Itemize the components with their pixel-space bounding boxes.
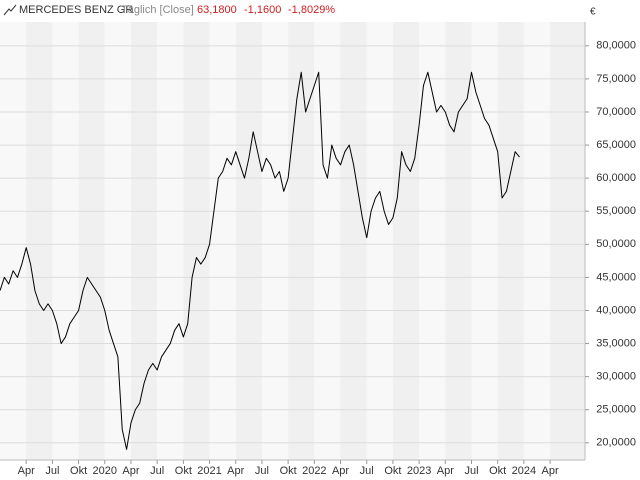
x-tick-label: 2020	[93, 465, 117, 477]
y-tick-label: 80,0000	[596, 40, 636, 52]
x-tick-label: Apr	[542, 465, 559, 477]
y-tick-label: 50,0000	[596, 238, 636, 250]
x-tick-label: Apr	[332, 465, 349, 477]
y-tick-label: 60,0000	[596, 172, 636, 184]
x-tick-label: Jul	[45, 465, 59, 477]
quarter-band	[235, 22, 262, 460]
y-tick-label: 45,0000	[596, 271, 636, 283]
change: -1,1600	[244, 4, 281, 16]
quarter-band	[78, 22, 105, 460]
last-price: 63,1800	[197, 4, 237, 16]
y-tick-label: 75,0000	[596, 73, 636, 85]
x-tick-label: Jul	[150, 465, 164, 477]
x-tick-label: Apr	[437, 465, 454, 477]
x-tick-label: Okt	[280, 465, 297, 477]
quarter-band	[209, 22, 236, 460]
quarter-band	[550, 22, 585, 460]
y-tick-label: 20,0000	[596, 437, 636, 449]
quarter-band	[340, 22, 367, 460]
quarter-band	[183, 22, 210, 460]
x-tick-label: Apr	[122, 465, 139, 477]
x-tick-label: 2022	[302, 465, 326, 477]
quarter-band	[497, 22, 524, 460]
x-tick-label: Jul	[360, 465, 374, 477]
y-tick-label: 65,0000	[596, 139, 636, 151]
quarter-band	[366, 22, 393, 460]
y-tick-label: 40,0000	[596, 304, 636, 316]
x-tick-label: Jul	[464, 465, 478, 477]
quarter-band	[314, 22, 341, 460]
y-tick-label: 70,0000	[596, 106, 636, 118]
quarter-band	[419, 22, 446, 460]
price-line	[0, 71, 520, 450]
y-unit: €	[590, 7, 596, 18]
quarter-band	[261, 22, 289, 460]
quarter-band	[157, 22, 184, 460]
x-tick-label: Okt	[70, 465, 87, 477]
quarter-band	[471, 22, 498, 460]
chart-title: MERCEDES BENZ GR	[19, 4, 133, 16]
y-tick-label: 25,0000	[596, 404, 636, 416]
quarter-band	[52, 22, 79, 460]
x-tick-label: Jul	[255, 465, 269, 477]
change-percent: -1,8029%	[288, 4, 335, 16]
x-tick-label: Okt	[175, 465, 192, 477]
chart-subtitle: Täglich [Close]	[121, 4, 194, 16]
quarter-band	[130, 22, 158, 460]
quarter-band	[104, 22, 131, 460]
x-tick-label: Apr	[18, 465, 35, 477]
quarter-band	[445, 22, 472, 460]
y-tick-label: 30,0000	[596, 371, 636, 383]
quarter-band	[523, 22, 551, 460]
quarter-band	[392, 22, 420, 460]
x-tick-label: Okt	[384, 465, 401, 477]
y-tick-label: 55,0000	[596, 205, 636, 217]
x-tick-label: 2023	[407, 465, 431, 477]
x-tick-label: 2021	[197, 465, 221, 477]
x-tick-label: Okt	[489, 465, 506, 477]
quarter-band	[26, 22, 53, 460]
quarter-band	[0, 22, 27, 460]
x-tick-label: 2024	[512, 465, 536, 477]
line-icon	[3, 4, 17, 16]
y-tick-label: 35,0000	[596, 337, 636, 349]
quarter-band	[288, 22, 315, 460]
x-tick-label: Apr	[227, 465, 244, 477]
